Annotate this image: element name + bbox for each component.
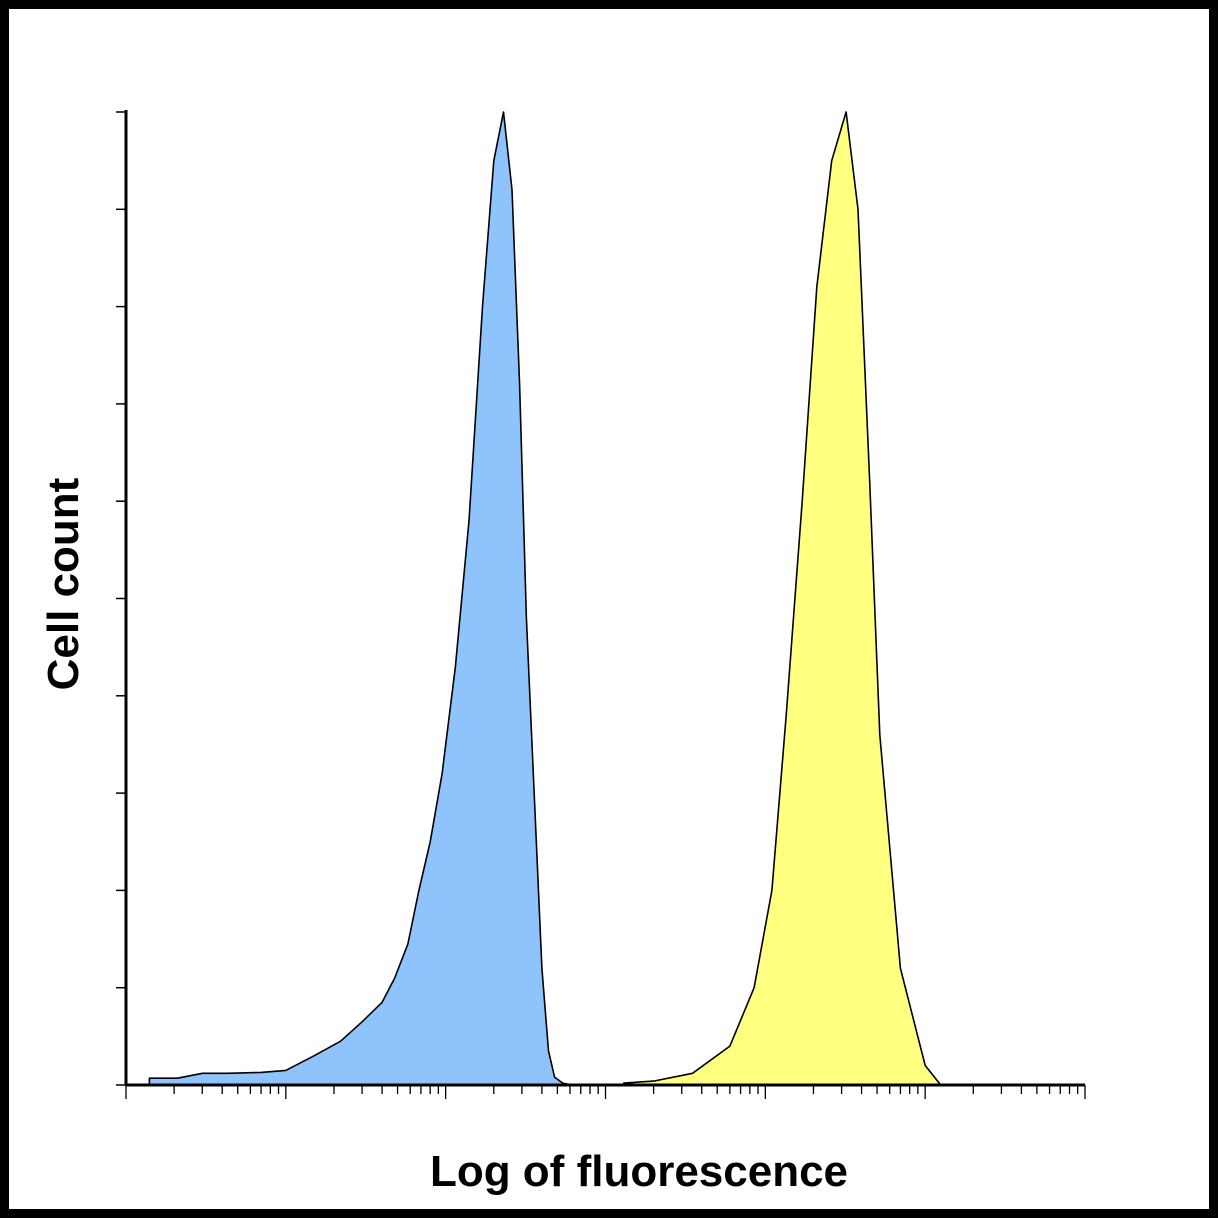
x-axis-title: Log of fluorescence [429,1147,849,1196]
histogram-series-1 [148,111,574,1086]
histogram-series-2 [622,111,942,1086]
axes-layer [116,110,1086,1099]
y-axis-title: Cell count [39,477,88,691]
histogram-plot [116,110,1086,1099]
series-layer [148,111,942,1086]
